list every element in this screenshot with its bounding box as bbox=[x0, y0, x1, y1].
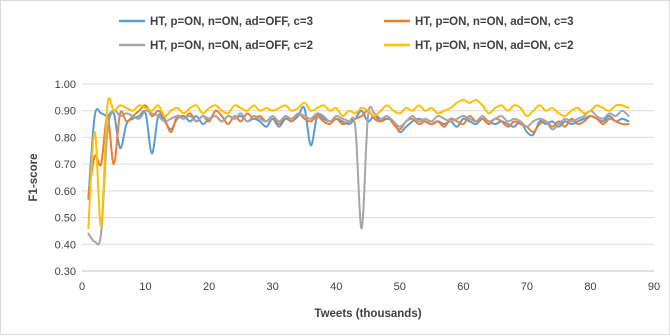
x-tick-label: 0 bbox=[79, 281, 85, 293]
x-tick-label: 50 bbox=[394, 281, 406, 293]
x-tick-label: 90 bbox=[648, 281, 660, 293]
series-line-3 bbox=[87, 105, 630, 246]
grid-lines bbox=[82, 83, 654, 272]
legend-label: HT, p=ON, n=ON, ad=OFF, c=2 bbox=[150, 40, 313, 52]
series-layer bbox=[87, 97, 630, 246]
x-tick-label: 60 bbox=[457, 281, 469, 293]
x-tick-label: 80 bbox=[584, 281, 596, 293]
y-tick-label: 0.50 bbox=[55, 213, 76, 225]
y-axis: 0.30 0.40 0.50 0.60 0.70 0.80 0.90 1.00 bbox=[55, 79, 76, 278]
series-line-1 bbox=[87, 105, 630, 200]
y-tick-label: 0.40 bbox=[55, 239, 76, 251]
x-tick-label: 20 bbox=[203, 281, 215, 293]
legend-label: HT, p=ON, n=ON, ad=ON, c=2 bbox=[415, 40, 574, 52]
series-line-4 bbox=[87, 97, 630, 230]
y-tick-label: 0.30 bbox=[55, 266, 76, 278]
x-tick-label: 40 bbox=[330, 281, 342, 293]
legend-label: HT, p=ON, n=ON, ad=OFF, c=3 bbox=[150, 16, 313, 28]
y-tick-label: 0.60 bbox=[55, 186, 76, 198]
legend: HT, p=ON, n=ON, ad=OFF, c=3 HT, p=ON, n=O… bbox=[119, 16, 574, 52]
legend-label: HT, p=ON, n=ON, ad=ON, c=3 bbox=[415, 16, 574, 28]
y-tick-label: 0.70 bbox=[55, 159, 76, 171]
y-tick-label: 1.00 bbox=[55, 79, 76, 91]
x-axis-title: Tweets (thousands) bbox=[314, 308, 421, 320]
x-tick-label: 30 bbox=[267, 281, 279, 293]
x-axis: 0 10 20 30 40 50 60 70 80 90 bbox=[79, 281, 660, 293]
y-axis-title: F1-score bbox=[28, 154, 40, 202]
y-tick-label: 0.80 bbox=[55, 132, 76, 144]
x-tick-label: 10 bbox=[139, 281, 151, 293]
x-tick-label: 70 bbox=[521, 281, 533, 293]
y-tick-label: 0.90 bbox=[55, 106, 76, 118]
